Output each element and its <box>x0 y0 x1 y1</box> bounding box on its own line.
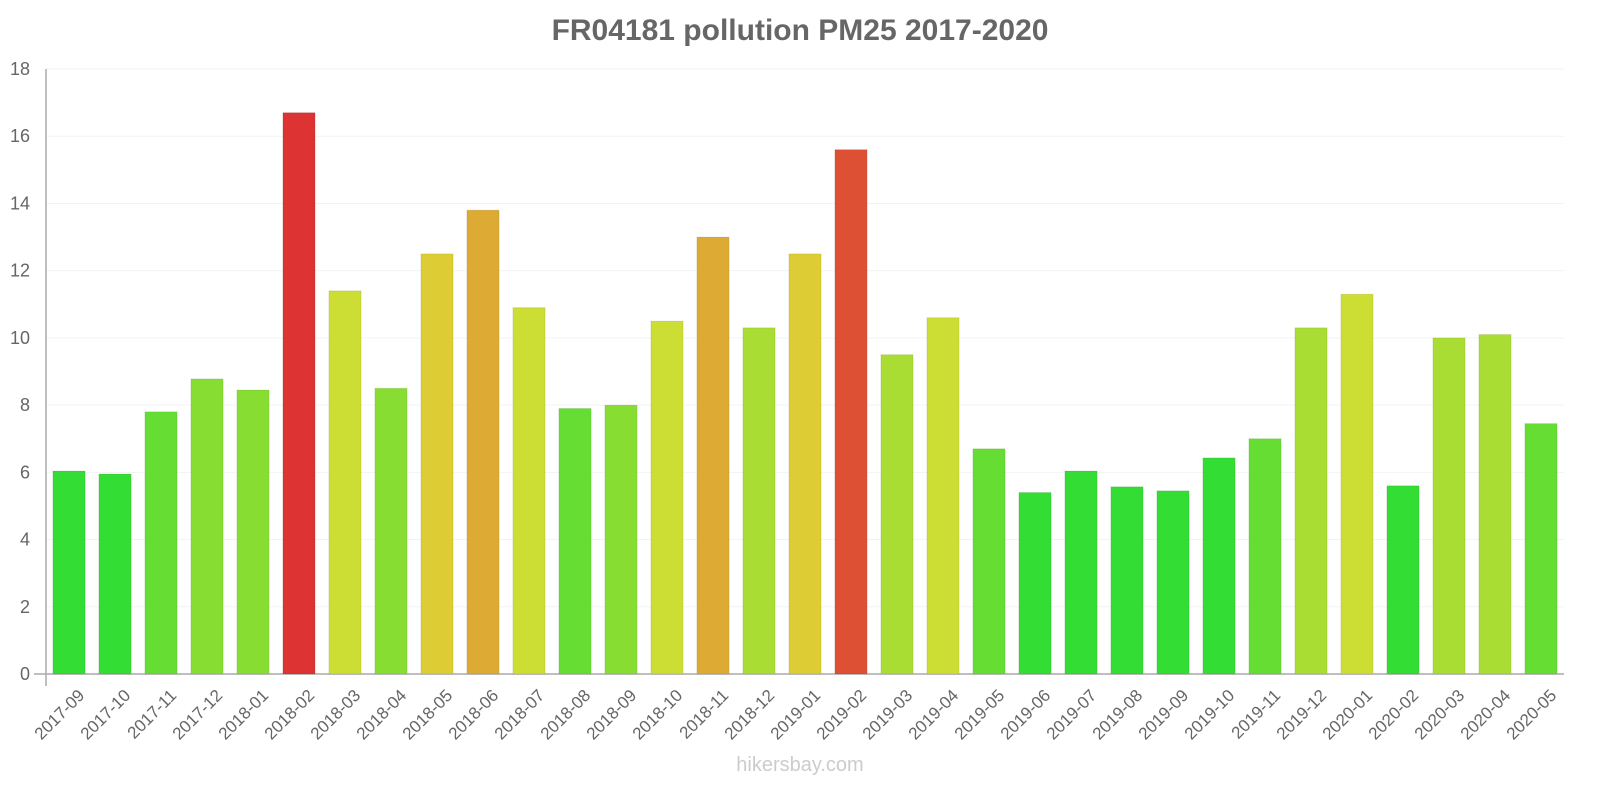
bar-2020-01[interactable]: 2020-01: 11.3 <box>1340 293 1374 675</box>
x-tick-label: 2019-02 <box>813 686 871 744</box>
chart-title: FR04181 pollution PM25 2017-2020 <box>551 14 1049 47</box>
y-tick-label: 4 <box>20 530 30 550</box>
bar-2018-12[interactable]: 2018-12: 10.3 <box>742 327 776 675</box>
y-tick-label: 2 <box>20 597 30 617</box>
bar-2018-07[interactable]: 2018-07: 10.9 <box>512 307 546 675</box>
bar-2020-05[interactable]: 2020-05: 7.45 <box>1524 423 1558 675</box>
bar-2018-11[interactable]: 2018-11: 13 <box>696 236 730 675</box>
bar-2017-09[interactable]: 2017-09: 6.04 <box>52 470 86 675</box>
bar-2019-11[interactable]: 2019-11: 7 <box>1248 438 1282 675</box>
x-tick-label: 2018-06 <box>445 686 503 744</box>
x-tick-label: 2018-10 <box>629 686 687 744</box>
bar-2018-01[interactable]: 2018-01: 8.45 <box>236 389 270 675</box>
x-tick-label: 2020-02 <box>1365 686 1423 744</box>
bar-2019-01[interactable]: 2019-01: 12.5 <box>788 253 822 675</box>
x-tick-label: 2020-04 <box>1457 686 1515 744</box>
bar-2020-04[interactable]: 2020-04: 10.1 <box>1478 334 1512 675</box>
bar-2019-05[interactable]: 2019-05: 6.7 <box>972 448 1006 675</box>
bar-2018-05[interactable]: 2018-05: 12.5 <box>420 253 454 675</box>
x-tick-label: 2018-04 <box>353 686 411 744</box>
bar-2019-10[interactable]: 2019-10: 6.43 <box>1202 457 1236 675</box>
x-tick-label: 2019-07 <box>1043 686 1101 744</box>
y-tick-label: 18 <box>10 59 30 79</box>
y-tick-label: 0 <box>20 664 30 684</box>
y-tick-label: 10 <box>10 328 30 348</box>
x-tick-label: 2017-10 <box>77 686 135 744</box>
x-tick-label: 2019-08 <box>1089 686 1147 744</box>
bar-2019-03[interactable]: 2019-03: 9.5 <box>880 354 914 675</box>
x-tick-label: 2018-01 <box>215 686 273 744</box>
x-tick-label: 2020-03 <box>1411 686 1469 744</box>
bar-2019-04[interactable]: 2019-04: 10.6 <box>926 317 960 675</box>
bar-2017-11[interactable]: 2017-11: 7.8 <box>144 411 178 675</box>
x-tick-label: 2019-12 <box>1273 686 1331 744</box>
x-tick-label: 2019-01 <box>767 686 825 744</box>
x-tick-label: 2017-09 <box>31 686 89 744</box>
y-tick-label: 12 <box>10 261 30 281</box>
y-tick-label: 6 <box>20 462 30 482</box>
bar-2018-04[interactable]: 2018-04: 8.5 <box>374 387 408 675</box>
x-tick-label: 2019-10 <box>1181 686 1239 744</box>
x-tick-label: 2018-05 <box>399 686 457 744</box>
y-tick-label: 8 <box>20 395 30 415</box>
bar-2019-08[interactable]: 2019-08: 5.57 <box>1110 486 1144 675</box>
x-tick-label: 2018-07 <box>491 686 549 744</box>
bar-2017-10[interactable]: 2017-10: 5.95 <box>98 473 132 675</box>
x-tick-label: 2019-05 <box>951 686 1009 744</box>
bar-2019-07[interactable]: 2019-07: 6.04 <box>1064 470 1098 675</box>
bar-2018-02[interactable]: 2018-02: 16.7 <box>282 112 316 675</box>
y-tick-label: 16 <box>10 126 30 146</box>
x-tick-label: 2018-09 <box>583 686 641 744</box>
y-tick-label: 14 <box>10 193 30 213</box>
x-tick-label: 2017-12 <box>169 686 227 744</box>
bar-2019-09[interactable]: 2019-09: 5.45 <box>1156 490 1190 675</box>
bar-2017-12[interactable]: 2017-12: 8.78 <box>190 378 224 675</box>
x-tick-label: 2019-03 <box>859 686 917 744</box>
bar-2020-03[interactable]: 2020-03: 10 <box>1432 337 1466 675</box>
x-tick-label: 2019-06 <box>997 686 1055 744</box>
bar-2018-03[interactable]: 2018-03: 11.4 <box>328 290 362 675</box>
x-tick-label: 2019-09 <box>1135 686 1193 744</box>
x-tick-label: 2018-03 <box>307 686 365 744</box>
bar-2019-02[interactable]: 2019-02: 15.6 <box>834 149 868 675</box>
x-tick-label: 2018-02 <box>261 686 319 744</box>
bar-2018-08[interactable]: 2018-08: 7.9 <box>558 407 592 675</box>
bar-2020-02[interactable]: 2020-02: 5.6 <box>1386 485 1420 675</box>
x-tick-label: 2018-12 <box>721 686 779 744</box>
bar-2019-06[interactable]: 2019-06: 5.4 <box>1018 492 1052 675</box>
bar-2018-09[interactable]: 2018-09: 8 <box>604 404 638 675</box>
x-tick-label: 2020-05 <box>1503 686 1561 744</box>
bar-2019-12[interactable]: 2019-12: 10.3 <box>1294 327 1328 675</box>
x-tick-label: 2018-08 <box>537 686 595 744</box>
watermark-text: hikersbay.com <box>736 754 864 776</box>
bar-2018-10[interactable]: 2018-10: 10.5 <box>650 320 684 675</box>
bar-2018-06[interactable]: 2018-06: 13.8 <box>466 209 500 675</box>
x-tick-label: 2020-01 <box>1319 686 1377 744</box>
x-tick-label: 2019-04 <box>905 686 963 744</box>
